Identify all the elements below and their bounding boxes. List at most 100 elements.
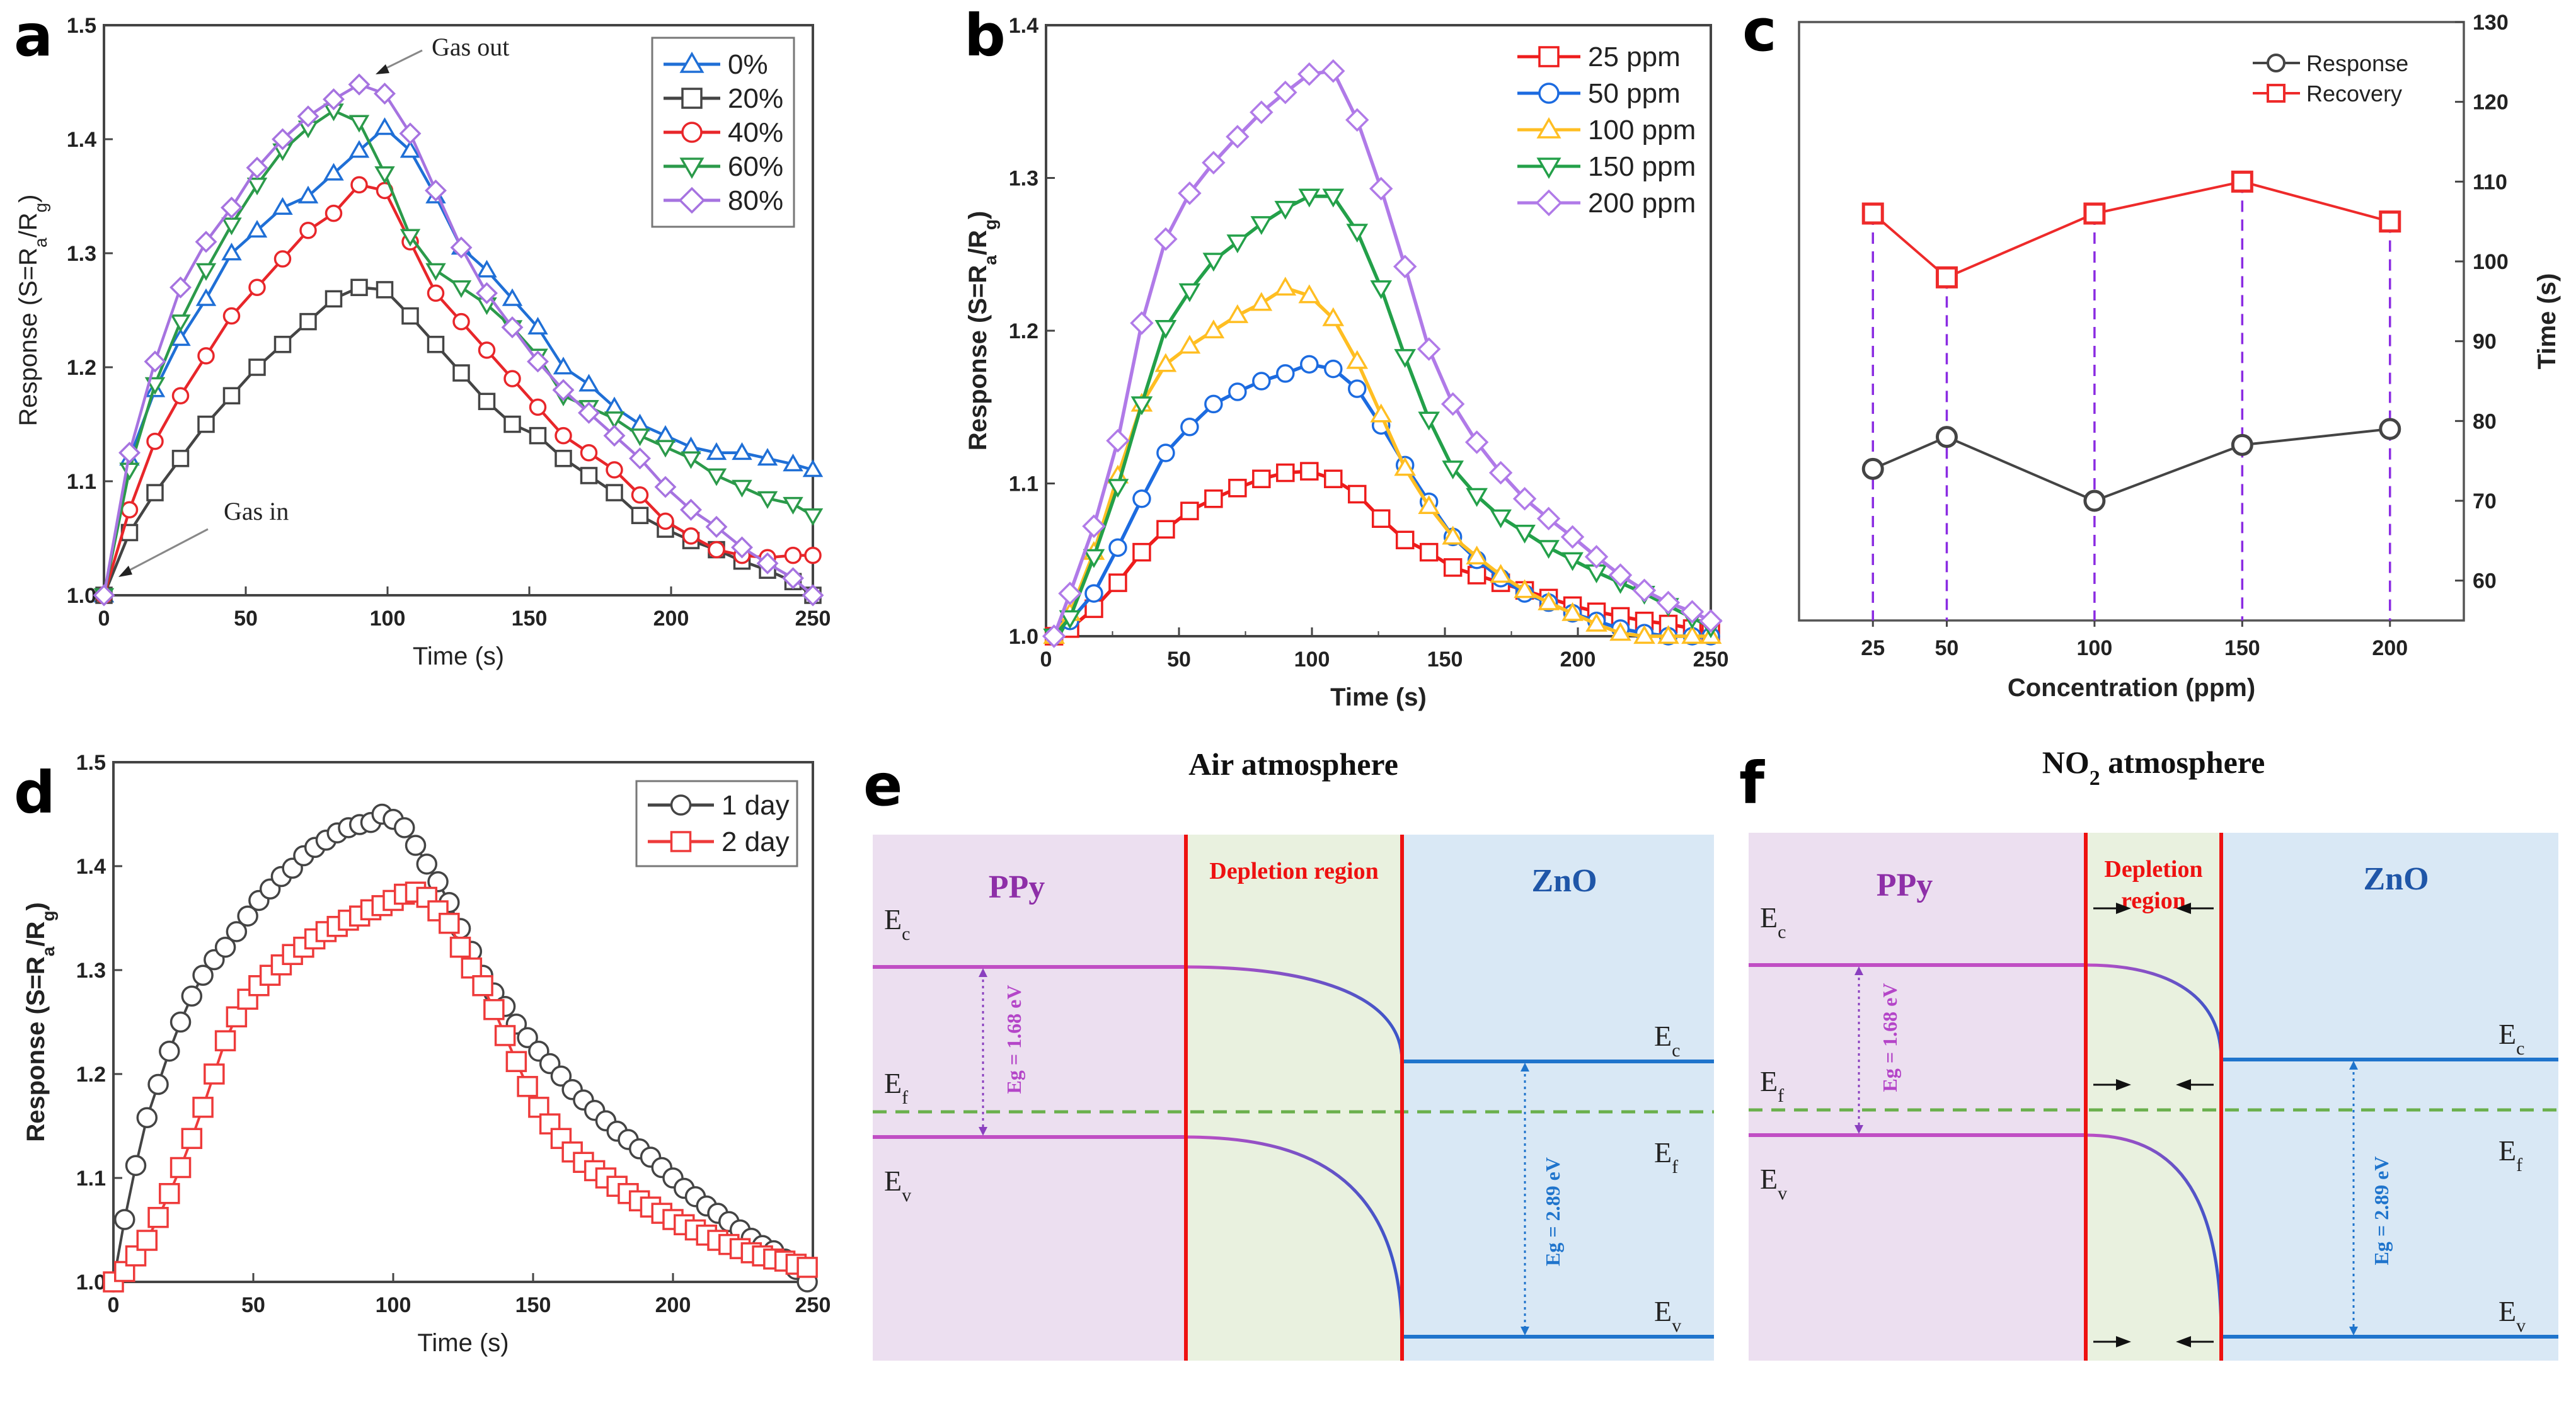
data-point [226, 921, 248, 942]
axis-text: ) [22, 902, 50, 910]
data-point [784, 546, 802, 564]
data-point [1370, 403, 1393, 423]
x-tick-label: 150 [2224, 636, 2260, 660]
x-tick-label: 200 [653, 607, 689, 631]
gas-in-arrowhead [118, 566, 132, 577]
panel-b-chart: b 0 50 100 150 200 250 1.0 1.1 1.2 1.3 1.4 Time (s) R… [964, 2, 1728, 711]
panel-d-chart: d 0 50 100 150 200 250 1.0 1.1 1.2 1.3 1.4 1.5 Time (… [14, 751, 831, 1357]
eg-arrowhead [1854, 966, 1863, 975]
data-point [400, 229, 421, 247]
data-point [246, 178, 268, 196]
data-point [425, 179, 447, 202]
y-tick-label: 1.3 [67, 242, 96, 266]
data-point [1560, 525, 1585, 549]
data-point [1130, 396, 1153, 416]
legend-label: 2 day [722, 826, 790, 857]
data-point [681, 451, 701, 469]
data-point [192, 964, 214, 986]
legend-label: 25 ppm [1588, 42, 1681, 72]
label-ef-right: Ef [1654, 1136, 1678, 1177]
y-tick-label: 1.0 [1009, 625, 1038, 649]
panel-letter: b [964, 2, 1006, 69]
data-point [527, 350, 549, 373]
annotation-gas-in: Gas in [224, 497, 289, 525]
data-point [214, 1030, 236, 1051]
data-point [125, 1155, 147, 1176]
axis-subscript: g [38, 911, 58, 922]
data-point [323, 163, 344, 181]
data-point [416, 886, 438, 908]
level-subscript: c [2516, 1038, 2524, 1059]
label-ec-left: Ec [1760, 901, 1786, 942]
label-ev-right: Ev [1654, 1295, 1681, 1336]
legend-label: 1 day [722, 790, 790, 821]
legend-label: 60% [728, 151, 783, 182]
data-point [1490, 564, 1512, 583]
data-point [580, 444, 598, 462]
data-point [1274, 200, 1297, 220]
series-response [1861, 418, 2401, 512]
data-point [1370, 280, 1393, 299]
data-point [1058, 581, 1082, 605]
data-point [1274, 80, 1297, 105]
legend-marker [679, 157, 704, 179]
x-tick-label: 50 [234, 607, 258, 631]
bent-conduction-band [1185, 965, 1404, 1062]
data-point [1347, 379, 1367, 398]
data-point [555, 450, 572, 467]
data-point [783, 496, 803, 515]
data-point [680, 498, 702, 521]
region-zno [1402, 835, 1714, 1361]
data-point [631, 486, 649, 504]
data-point [478, 392, 496, 411]
data-point [1443, 558, 1463, 577]
data-point [1514, 524, 1536, 544]
axis-text: /R [964, 230, 992, 255]
data-point [1226, 234, 1249, 254]
data-point [1154, 353, 1177, 372]
gas-out-arrow [381, 49, 423, 72]
axis-text: ) [964, 211, 992, 219]
data-point [246, 156, 268, 179]
data-point [1156, 520, 1175, 539]
data-point [1202, 253, 1225, 272]
data-point [1393, 254, 1417, 278]
data-point [1298, 284, 1321, 304]
x-axis-title: Time (s) [417, 1329, 509, 1357]
data-point [405, 835, 427, 856]
data-point [1632, 578, 1657, 602]
bent-valence-band [1185, 1135, 1404, 1337]
level-subscript: c [902, 923, 910, 944]
level-symbol: E [1760, 901, 1778, 934]
level-symbol: E [1654, 1295, 1672, 1327]
arrowhead-left [2176, 1336, 2191, 1347]
level-subscript: v [1778, 1183, 1787, 1204]
eg-label-right: Eg = 2.89 eV [2370, 1157, 2393, 1266]
data-point [181, 1128, 203, 1150]
data-point [1154, 227, 1178, 251]
data-point [1276, 364, 1295, 383]
data-point [1584, 545, 1609, 569]
level-symbol: E [1654, 1020, 1672, 1052]
y-tick-label: 1.2 [1009, 319, 1038, 343]
legend: 25 ppm 50 ppm 100 ppm 150 ppm 200 ppm [1517, 42, 1696, 219]
level-subscript: f [902, 1087, 908, 1108]
data-point [1464, 430, 1489, 454]
data-point [120, 501, 139, 518]
data-point [136, 1230, 158, 1251]
panel-a-chart: a 0 50 100 150 200 250 1.0 1.1 1.2 1.3 1.4 1.5 Time (… [14, 2, 831, 670]
legend-marker [678, 186, 706, 214]
annotation-gas-out: Gas out [432, 33, 509, 61]
legend-label: 20% [728, 83, 783, 114]
data-point [118, 442, 141, 464]
title-text: NO [2042, 745, 2090, 780]
axis-text: Response (S=R [964, 265, 992, 451]
data-point [1084, 599, 1103, 619]
x-tick-label: 0 [98, 607, 110, 631]
eg-arrowhead [1854, 1125, 1863, 1134]
label-ef-left: Ef [1760, 1065, 1784, 1106]
data-point [452, 312, 470, 331]
data-point [552, 379, 575, 401]
y-tick-label: 1.2 [76, 1063, 106, 1087]
